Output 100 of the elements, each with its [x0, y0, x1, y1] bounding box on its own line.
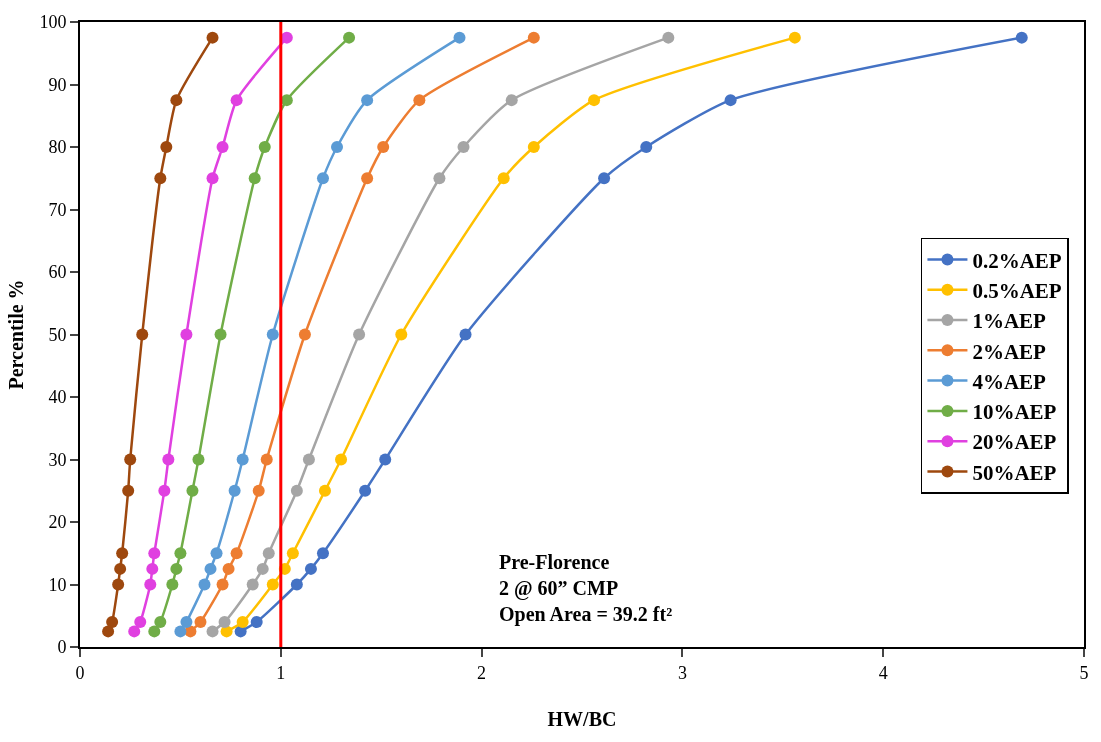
point — [662, 31, 675, 44]
point — [144, 578, 157, 591]
point — [335, 453, 348, 466]
point — [122, 484, 135, 497]
point — [112, 578, 125, 591]
point — [318, 484, 331, 497]
point — [222, 562, 235, 575]
point — [361, 172, 374, 185]
point — [260, 453, 273, 466]
point — [290, 578, 303, 591]
point — [174, 547, 187, 560]
point — [174, 625, 187, 638]
legend-label: 1%AEP — [972, 309, 1047, 334]
x-tick-label: 4 — [878, 662, 888, 683]
point — [395, 328, 408, 341]
point — [236, 616, 249, 628]
point — [102, 625, 115, 638]
y-tick-label: 50 — [48, 324, 67, 345]
point — [128, 625, 141, 638]
x-tick-label: 0 — [75, 662, 85, 683]
legend-label: 0.2%AEP — [972, 248, 1062, 273]
point — [216, 578, 229, 591]
point — [204, 562, 217, 575]
point — [160, 141, 173, 153]
y-tick-label: 90 — [48, 74, 67, 95]
point — [343, 31, 356, 44]
point — [724, 94, 737, 107]
point — [206, 31, 219, 44]
legend-label: 20%AEP — [972, 430, 1057, 455]
point — [433, 172, 446, 185]
point — [266, 328, 279, 341]
point — [788, 31, 801, 44]
point — [230, 547, 243, 560]
point — [331, 141, 344, 153]
x-tick-label: 5 — [1079, 662, 1089, 683]
point — [250, 616, 263, 628]
x-axis-title: HW/BC — [547, 707, 617, 730]
point — [497, 172, 510, 185]
y-tick-label: 10 — [48, 574, 67, 595]
y-tick-label: 100 — [39, 12, 67, 33]
y-tick-label: 0 — [57, 637, 67, 658]
x-tick-label: 3 — [677, 662, 687, 683]
point — [198, 578, 211, 591]
point — [246, 578, 259, 591]
point — [216, 141, 229, 153]
point — [194, 616, 207, 628]
point — [248, 172, 261, 185]
point — [258, 141, 271, 153]
point — [180, 616, 193, 628]
point — [180, 328, 193, 341]
y-tick-label: 70 — [48, 199, 67, 220]
point — [298, 328, 311, 341]
legend-label: 2%AEP — [972, 339, 1047, 364]
y-axis-title: Percentile % — [5, 279, 28, 390]
legend-label: 0.5%AEP — [972, 278, 1062, 303]
point — [316, 547, 329, 560]
point — [459, 328, 472, 341]
point — [640, 141, 653, 153]
point — [154, 616, 167, 628]
point — [170, 562, 183, 575]
point — [116, 547, 129, 560]
y-tick-label: 60 — [48, 262, 67, 283]
point — [290, 484, 303, 497]
point — [206, 625, 219, 638]
point — [316, 172, 329, 185]
point — [228, 484, 241, 497]
point — [170, 94, 183, 107]
point — [262, 547, 275, 560]
point — [1015, 31, 1028, 44]
point — [286, 547, 299, 560]
point — [136, 328, 149, 341]
point — [359, 484, 372, 497]
x-tick-label: 2 — [477, 662, 487, 683]
point — [114, 562, 127, 575]
y-tick-label: 40 — [48, 387, 67, 408]
legend-label: 50%AEP — [972, 460, 1057, 485]
point — [124, 453, 137, 466]
point — [218, 616, 231, 628]
point — [210, 547, 223, 560]
point — [379, 453, 392, 466]
point — [527, 141, 540, 153]
point — [353, 328, 366, 341]
point — [361, 94, 374, 107]
point — [148, 547, 161, 560]
point — [377, 141, 390, 153]
x-tick-label: 1 — [276, 662, 286, 683]
point — [206, 172, 219, 185]
legend-label: 4%AEP — [972, 369, 1047, 394]
point — [527, 31, 540, 44]
point — [154, 172, 167, 185]
point — [146, 562, 159, 575]
point — [148, 625, 161, 638]
point — [158, 484, 171, 497]
point — [252, 484, 265, 497]
point — [166, 578, 179, 591]
point — [453, 31, 466, 44]
y-tick-label: 30 — [48, 449, 67, 470]
y-tick-label: 20 — [48, 512, 67, 533]
annotation: Pre-Florence 2 @ 60” CMP Open Area = 39.2 ft² — [499, 551, 673, 626]
legend-label: 10%AEP — [972, 400, 1057, 425]
